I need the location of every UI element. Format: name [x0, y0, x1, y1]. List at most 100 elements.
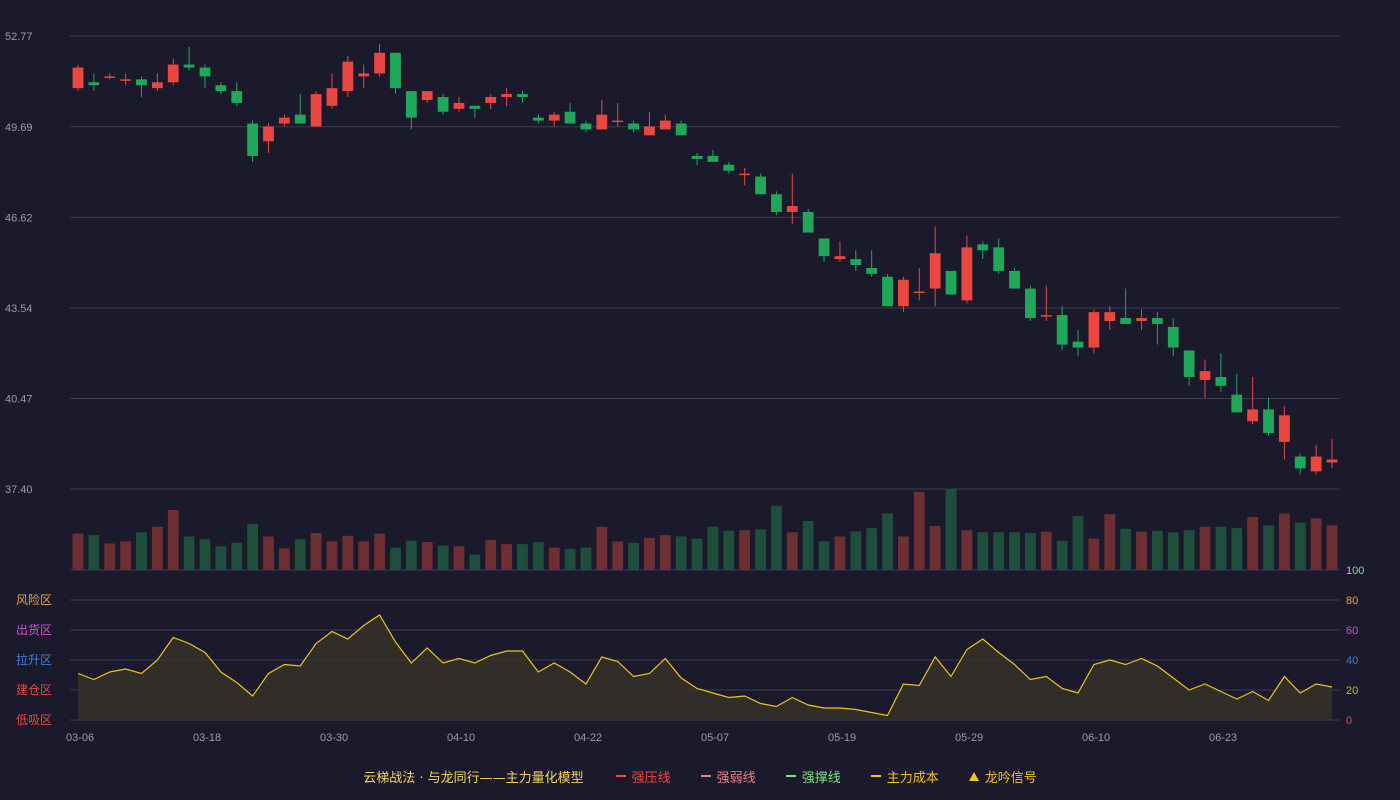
candle-body	[532, 117, 544, 121]
legend-strong-resistance-icon	[615, 775, 626, 777]
volume-bar	[818, 541, 830, 570]
indicator-y-tick-label: 0	[1346, 715, 1352, 727]
volume-bar	[1215, 526, 1227, 570]
candle-body	[517, 94, 528, 98]
candle-body	[469, 105, 481, 109]
candle-body	[1025, 288, 1036, 319]
volume-bar	[993, 532, 1005, 570]
indicator-y-tick-label: 20	[1346, 685, 1358, 697]
volume-bar	[913, 491, 925, 570]
volume-bar	[405, 540, 417, 570]
candle-body	[596, 114, 608, 130]
candle-body	[786, 206, 798, 212]
legend-title: 云梯战法 · 与龙同行——主力量化模型	[363, 770, 584, 786]
candle-body	[167, 64, 179, 83]
candle-body	[755, 176, 766, 195]
legend-strong-support-icon	[785, 775, 796, 777]
candle-body	[898, 279, 909, 307]
legend-item-dragon-signal: 龙吟信号	[968, 767, 1037, 786]
volume-bar	[501, 544, 512, 570]
volume-bar	[1167, 532, 1179, 570]
candle-body	[104, 76, 116, 78]
volume-bar	[691, 538, 703, 570]
volume-bar	[136, 532, 147, 570]
price-y-tick-label: 46.62	[5, 212, 33, 224]
candle-body	[929, 253, 941, 289]
candle-body	[453, 102, 465, 109]
legend-main-cost-icon	[870, 775, 881, 777]
candle-body	[1120, 318, 1132, 324]
legend-strength-weakness-label: 强弱线	[716, 770, 756, 786]
volume-bar	[945, 489, 957, 570]
candle-body	[818, 238, 830, 257]
candle-body	[501, 94, 512, 98]
volume-bar	[707, 526, 719, 570]
candle-body	[183, 64, 195, 68]
price-y-tick-label: 37.40	[5, 484, 33, 496]
volume-bar	[358, 541, 370, 570]
x-tick-label: 03-18	[193, 732, 221, 744]
volume-bar	[1278, 513, 1290, 570]
legend-item-main-cost: 主力成本	[870, 767, 939, 786]
volume-bar	[659, 535, 671, 570]
candle-body	[1136, 318, 1147, 322]
volume-bar	[1199, 526, 1211, 570]
volume-bar	[88, 535, 100, 570]
volume-bar	[564, 549, 576, 570]
volume-bar	[644, 537, 655, 570]
indicator-area	[78, 615, 1332, 720]
volume-bar	[771, 505, 782, 570]
candle-body	[199, 67, 211, 77]
legend-item-strong-support: 强撑线	[785, 767, 841, 786]
volume-bar	[723, 530, 735, 570]
volume-bar	[215, 546, 227, 570]
legend-dragon-signal-label: 龙吟信号	[984, 770, 1037, 786]
candle-body	[310, 94, 322, 127]
indicator-zone-label: 低吸区	[16, 713, 52, 727]
x-tick-label: 03-30	[320, 732, 348, 744]
volume-bar	[850, 531, 862, 570]
volume-bar	[755, 529, 766, 570]
candle-body	[1104, 312, 1116, 322]
volume-bar	[1025, 532, 1036, 570]
candle-body	[437, 97, 449, 112]
candle-body	[771, 194, 782, 212]
candle-body	[961, 247, 973, 301]
x-tick-label: 03-06	[66, 732, 94, 744]
indicator-y-tick-label: 40	[1346, 655, 1358, 667]
candle-body	[358, 73, 370, 77]
candle-body	[263, 126, 274, 142]
volume-bar	[977, 532, 989, 570]
volume-bar	[199, 539, 211, 570]
x-tick-label: 05-07	[701, 732, 729, 744]
candle-body	[485, 97, 497, 103]
candle-body	[1231, 394, 1243, 413]
candle-body	[675, 123, 687, 136]
volume-bar	[1120, 528, 1132, 570]
legend-strength-weakness-icon	[700, 775, 711, 777]
volume-bar	[1231, 528, 1243, 570]
legend: 云梯战法 · 与龙同行——主力量化模型 强压线 强弱线 强撑线 主力成本 龙吟信…	[0, 764, 1400, 788]
volume-bar	[1151, 530, 1163, 570]
legend-strong-resistance-label: 强压线	[631, 770, 671, 786]
legend-item-strength-weakness: 强弱线	[700, 767, 756, 786]
candle-body	[850, 259, 862, 266]
candle-body	[342, 61, 354, 92]
indicator-zone-label: 建仓区	[16, 683, 52, 697]
volume-bar	[485, 539, 497, 570]
volume-bar	[1009, 532, 1020, 570]
candle-body	[421, 91, 433, 100]
volume-bar	[72, 533, 84, 570]
volume-bar	[628, 542, 639, 570]
volume-bar	[263, 536, 274, 570]
price-y-tick-label: 49.69	[5, 122, 33, 134]
volume-bar	[453, 546, 465, 570]
volume-bar	[120, 541, 132, 570]
candle-body	[374, 52, 385, 74]
volume-bar	[612, 541, 624, 570]
volume-bar	[532, 542, 544, 570]
indicator-zone-label: 拉升区	[16, 652, 52, 667]
candle-body	[151, 82, 163, 89]
volume-bar	[1072, 516, 1084, 570]
volume-bar	[342, 535, 354, 570]
